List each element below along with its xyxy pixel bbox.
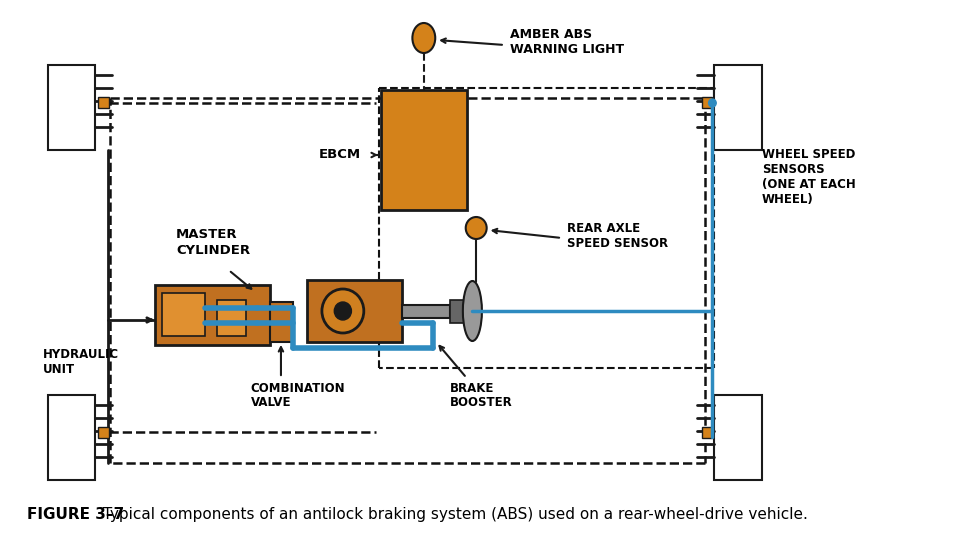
Text: FIGURE 3–7: FIGURE 3–7 [27, 507, 124, 522]
Circle shape [334, 302, 351, 320]
Bar [156, 285, 270, 345]
Text: MASTER: MASTER [177, 228, 238, 241]
Bar [714, 395, 762, 480]
Bar [714, 65, 762, 150]
Text: COMBINATION: COMBINATION [251, 382, 345, 395]
Text: AMBER ABS: AMBER ABS [510, 28, 591, 41]
Text: BOOSTER: BOOSTER [449, 396, 513, 409]
Bar [48, 65, 95, 150]
Circle shape [322, 289, 364, 333]
Text: BRAKE: BRAKE [449, 382, 493, 395]
Bar [702, 427, 712, 438]
Text: UNIT: UNIT [43, 363, 75, 376]
Bar [306, 280, 402, 342]
Bar [381, 90, 467, 210]
Text: CYLINDER: CYLINDER [177, 244, 251, 257]
Bar [270, 302, 294, 342]
Text: WHEEL): WHEEL) [762, 193, 814, 206]
Circle shape [466, 217, 487, 239]
Text: WHEEL SPEED: WHEEL SPEED [762, 148, 855, 161]
Bar [449, 300, 467, 323]
Text: Typical components of an antilock braking system (ABS) used on a rear-wheel-driv: Typical components of an antilock brakin… [98, 507, 808, 522]
Text: EBCM: EBCM [319, 148, 361, 161]
Text: SPEED SENSOR: SPEED SENSOR [566, 237, 668, 250]
Text: HYDRAULIC: HYDRAULIC [43, 348, 119, 361]
Bar [98, 97, 108, 108]
Circle shape [708, 99, 716, 107]
Bar [702, 97, 712, 108]
Text: VALVE: VALVE [251, 396, 291, 409]
Bar [48, 395, 95, 480]
Ellipse shape [463, 281, 482, 341]
Text: REAR AXLE: REAR AXLE [566, 222, 639, 235]
Bar [217, 300, 246, 336]
Ellipse shape [413, 23, 435, 53]
Text: SENSORS: SENSORS [762, 163, 825, 176]
Bar [402, 305, 449, 318]
Bar [98, 427, 108, 438]
Bar [162, 293, 204, 336]
Text: WARNING LIGHT: WARNING LIGHT [510, 43, 624, 56]
Text: (ONE AT EACH: (ONE AT EACH [762, 178, 855, 191]
